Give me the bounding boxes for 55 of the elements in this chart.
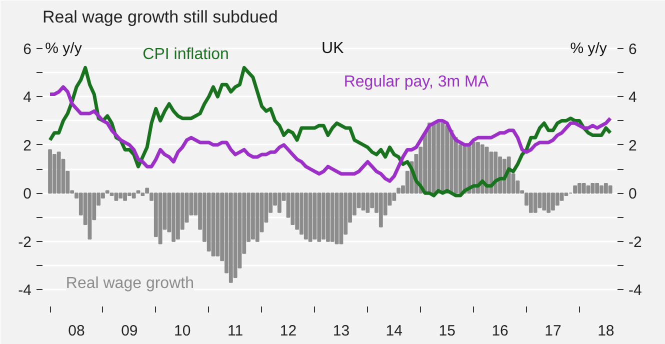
bar [467, 144, 472, 194]
bar [361, 192, 366, 211]
bar [255, 192, 260, 242]
bar [366, 192, 370, 213]
bar [88, 192, 92, 240]
x-tick-label: 16 [492, 322, 508, 340]
x-tick-label: 17 [544, 322, 562, 340]
y2-tick-label: 2 [628, 137, 637, 154]
y2-tick-label: -2 [628, 234, 642, 251]
x-tick-label: 09 [121, 322, 138, 340]
bar [582, 182, 586, 194]
y-tick-label: -4 [18, 282, 32, 300]
x-tick-label: 10 [174, 322, 191, 340]
y-tick-label: 4 [23, 89, 32, 106]
x-tick-label: 11 [228, 322, 244, 340]
series-label: CPI inflation [142, 46, 229, 63]
bar [56, 152, 61, 194]
bar [330, 192, 334, 242]
x-tick-label: 08 [68, 322, 85, 340]
bar [608, 185, 612, 194]
bar [484, 146, 489, 194]
bar [339, 192, 344, 244]
y2-axis-title: % y/y [570, 40, 608, 57]
x-tick-label: 18 [598, 322, 614, 340]
bar [312, 192, 317, 240]
line-series [48, 66, 612, 198]
annotation: UK [322, 40, 344, 57]
x-tick-label: 15 [438, 322, 456, 340]
bar [211, 192, 216, 256]
bar [590, 182, 595, 194]
x-tick-label: 13 [332, 322, 350, 340]
y2-tick-label: 0 [628, 186, 637, 203]
text: Regular pay, 3m MA [344, 74, 489, 91]
y2-tick-label: 4 [628, 89, 637, 106]
bar [317, 192, 322, 242]
x-tick-label: 12 [280, 322, 297, 340]
series-label: Real wage growth [66, 275, 194, 292]
bar [132, 192, 136, 198]
bar [114, 192, 118, 201]
y2-tick-label: -4 [628, 282, 642, 300]
bar [308, 192, 312, 242]
bar [158, 192, 162, 244]
chart-title: Real wage growth still subdued [42, 8, 278, 26]
bar [334, 192, 339, 244]
y-axis-title: % y/y [45, 40, 82, 57]
x-tick-label: 14 [386, 322, 402, 340]
y-tick-label: 6 [23, 40, 32, 58]
bar [432, 122, 436, 194]
y2-tick-label: 6 [628, 40, 637, 58]
y-tick-label: 2 [23, 137, 32, 154]
y-tick-label: 0 [23, 186, 32, 203]
bar [542, 192, 546, 211]
y-tick-label: -2 [18, 234, 32, 251]
bar [533, 192, 538, 213]
bar [586, 185, 590, 194]
